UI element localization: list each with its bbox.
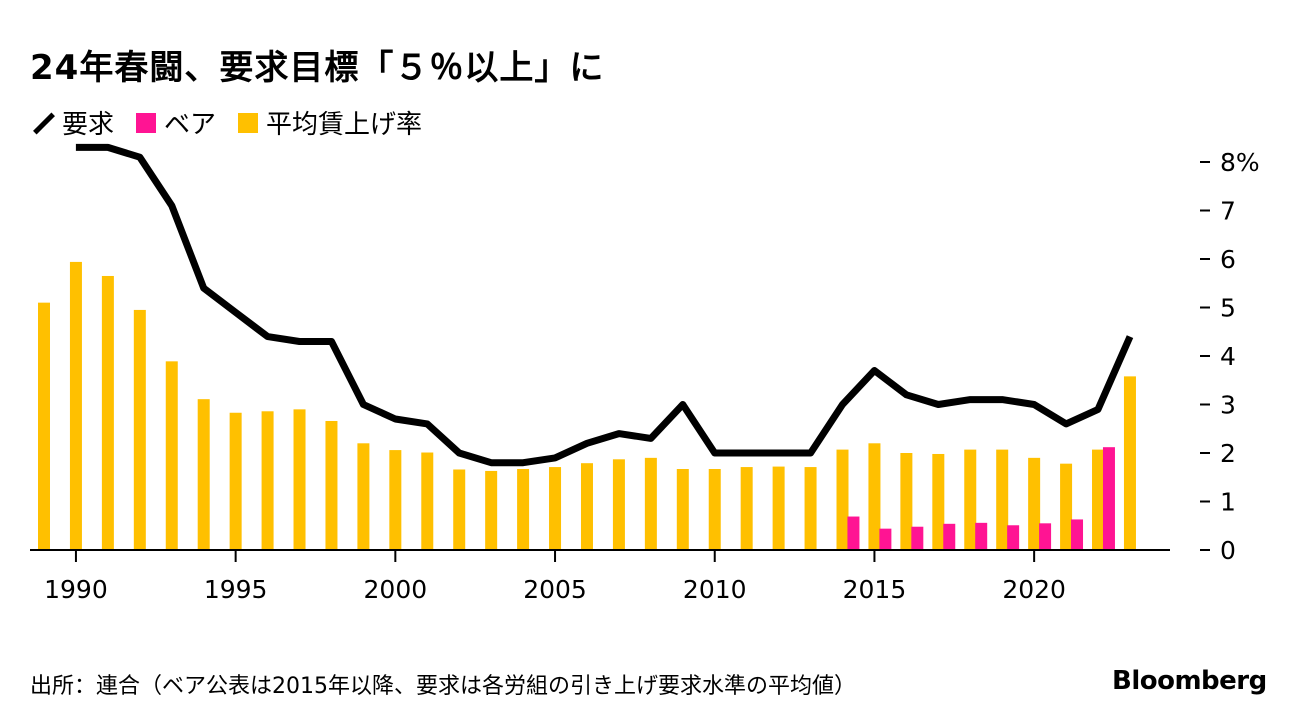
chart-title: 24年春闘、要求目標「５％以上」に <box>30 48 605 88</box>
bar-avg-raise-2020 <box>1028 457 1041 550</box>
bar-avg-raise-2007 <box>612 459 625 550</box>
bar-avg-raise-2012 <box>772 466 785 550</box>
bar-avg-raise-2008 <box>644 457 657 550</box>
bar-avg-raise-2022 <box>1092 449 1105 550</box>
bar-avg-raise-1995 <box>229 412 242 550</box>
bar-avg-raise-1994 <box>197 399 210 550</box>
legend: 要求 ベア 平均賃上げ率 <box>30 104 422 141</box>
bar-base-up-2016 <box>879 528 892 550</box>
bloomberg-logo: Bloomberg <box>1112 666 1267 696</box>
y-tick-label-7: 7 <box>1220 197 1236 226</box>
bar-avg-raise-2019 <box>996 449 1009 550</box>
y-tick-label-5: 5 <box>1220 294 1236 323</box>
bar-avg-raise-2017 <box>932 453 945 550</box>
bar-avg-raise-2006 <box>580 463 593 550</box>
bar-avg-raise-2016 <box>900 453 913 550</box>
source-note: 出所：連合（ベア公表は2015年以降、要求は各労組の引き上げ要求水準の平均値） <box>30 674 856 699</box>
bar-base-up-2022 <box>1071 519 1084 550</box>
x-tick-label-2005: 2005 <box>523 575 587 604</box>
bars-layer <box>38 261 1136 550</box>
bar-avg-raise-2010 <box>708 469 721 550</box>
bar-avg-raise-2015 <box>868 443 881 550</box>
bar-avg-raise-2014 <box>836 449 849 550</box>
y-tick-label-3: 3 <box>1220 391 1236 420</box>
bar-avg-raise-1990 <box>69 261 82 550</box>
bar-avg-raise-1997 <box>293 409 306 550</box>
bar-avg-raise-1989 <box>38 302 50 550</box>
x-tick-label-1995: 1995 <box>204 575 268 604</box>
bar-avg-raise-2018 <box>964 449 977 550</box>
bar-base-up-2017 <box>911 526 924 550</box>
bar-base-up-2015 <box>847 516 860 550</box>
x-tick-label-2010: 2010 <box>683 575 747 604</box>
bar-avg-raise-1991 <box>101 275 114 550</box>
legend-label-base-up: ベア <box>164 110 217 140</box>
demand-line-layer <box>75 143 1134 467</box>
bar-avg-raise-2013 <box>804 467 817 550</box>
legend-label-avg-raise: 平均賃上げ率 <box>266 110 423 140</box>
bar-avg-raise-2004 <box>517 469 530 550</box>
bar-avg-raise-1993 <box>165 361 178 550</box>
y-tick-label-4: 4 <box>1220 342 1236 371</box>
y-tick-label-6: 6 <box>1220 245 1236 274</box>
y-tick-label-1: 1 <box>1220 488 1236 517</box>
bar-base-up-2023 <box>1102 447 1115 550</box>
x-tick-label-2000: 2000 <box>364 575 428 604</box>
bar-avg-raise-2000 <box>389 450 402 550</box>
legend-item-demand: 要求 <box>30 104 114 141</box>
bar-avg-raise-2009 <box>676 469 689 550</box>
bar-avg-raise-2003 <box>485 470 498 550</box>
bar-base-up-2019 <box>975 522 988 550</box>
bar-avg-raise-2023 <box>1123 376 1136 550</box>
bar-avg-raise-2021 <box>1060 463 1073 550</box>
demand-line <box>75 143 1134 467</box>
x-tick-label-2015: 2015 <box>843 575 907 604</box>
bar-avg-raise-2011 <box>740 467 753 550</box>
legend-label-demand: 要求 <box>62 110 115 140</box>
bar-base-up-2018 <box>943 523 956 550</box>
y-tick-label-8: 8% <box>1220 148 1260 177</box>
bar-avg-raise-1992 <box>133 309 146 550</box>
legend-item-avg-raise: 平均賃上げ率 <box>238 104 422 141</box>
legend-item-base-up: ベア <box>136 104 216 141</box>
bar-base-up-2020 <box>1007 525 1020 550</box>
bar-avg-raise-1996 <box>261 411 274 550</box>
bar-avg-raise-2002 <box>453 469 466 550</box>
y-tick-label-0: 0 <box>1220 536 1236 565</box>
bar-avg-raise-1999 <box>357 443 370 550</box>
legend-swatch-base-up <box>136 112 157 133</box>
legend-swatch-avg-raise <box>238 112 259 133</box>
bar-base-up-2021 <box>1039 523 1052 550</box>
x-tick-label-1990: 1990 <box>44 575 108 604</box>
y-tick-label-2: 2 <box>1220 439 1236 468</box>
bar-avg-raise-2001 <box>421 452 434 550</box>
axis-layer: 1990 1995 2000 2005 2010 2015 2020 0 1 2 3 4 5 6 7 8% <box>30 148 1260 604</box>
bar-avg-raise-2005 <box>549 467 562 550</box>
bar-avg-raise-1998 <box>325 420 338 550</box>
x-tick-label-2020: 2020 <box>1002 575 1066 604</box>
